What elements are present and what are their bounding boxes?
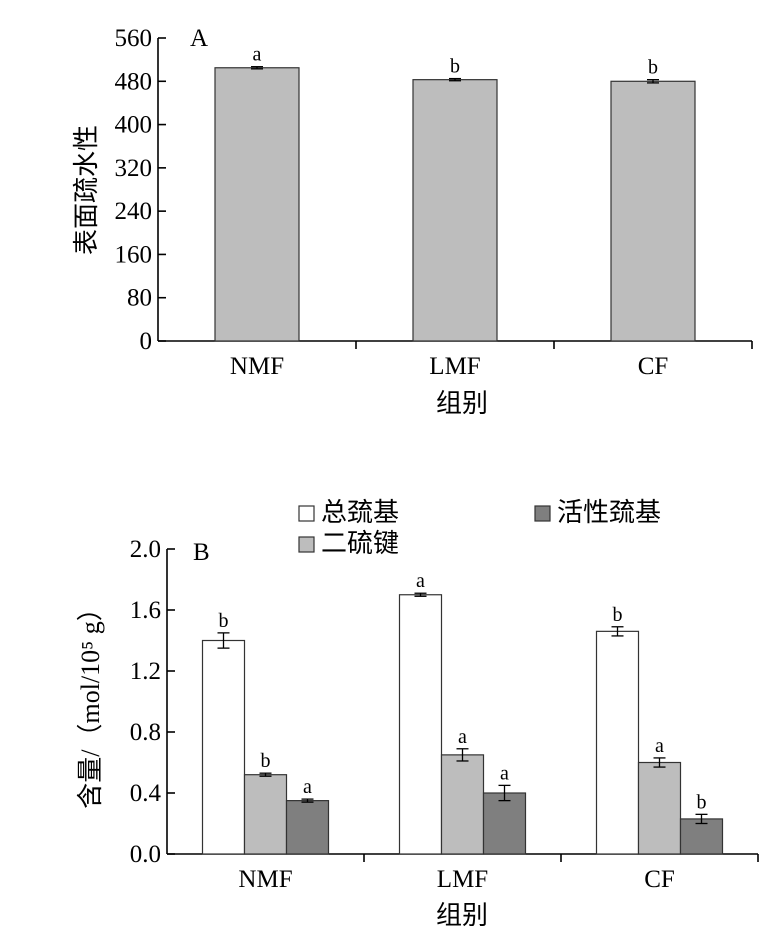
panel-a-category-label: CF [638, 353, 669, 380]
panel-a-bar [214, 67, 300, 342]
legend-swatch [534, 505, 551, 522]
panel-b-significance-label: a [458, 726, 467, 748]
panel-a-y-tick-label: 320 [115, 155, 153, 182]
panel-b-bar [679, 818, 724, 855]
legend-swatch [298, 505, 315, 522]
panel-b-significance-label: b [697, 791, 707, 813]
panel-b-marks: 0.0 0.4 0.8 1.2 1.6 2.0 NMF b b a LMF a a a CF b a b [130, 536, 759, 893]
panel-a-y-tick-label: 240 [115, 198, 153, 225]
panel-b-y-tick-label: 0.8 [130, 719, 161, 746]
panel-a-y-axis-title: 表面疏水性 [72, 125, 101, 255]
panel-b-bar [201, 639, 246, 855]
panel-a-bar [610, 80, 696, 342]
panel-b-bar [595, 630, 640, 855]
panel-b-significance-label: b [613, 604, 623, 626]
panel-b-bar [243, 774, 288, 855]
panel-b-significance-label: a [655, 735, 664, 757]
panel-b-bar [440, 754, 485, 855]
panel-b-y-tick-label: 2.0 [130, 536, 161, 563]
panel-b-bar [482, 792, 527, 855]
panel-b-significance-label: a [303, 776, 312, 798]
panel-b-y-tick-label: 0.4 [130, 780, 162, 807]
panel-a-significance-label: b [648, 57, 658, 79]
panel-b-significance-label: a [416, 570, 425, 592]
panel-b-y-tick-label: 1.6 [130, 597, 161, 624]
legend-swatch [298, 536, 315, 553]
panel-a-category-label: NMF [230, 353, 284, 380]
panel-b-label: B [193, 539, 210, 566]
panel-a-y-tick-label: 400 [115, 112, 153, 139]
panel-a-label: A [190, 25, 208, 52]
panel-a-y-tick-label: 80 [127, 285, 152, 312]
panel-a-marks: 0 80 160 240 320 400 480 560 NMF a LMF b CF b [115, 25, 753, 380]
panel-a-y-tick-label: 160 [115, 241, 153, 268]
legend-label: 活性巯基 [557, 498, 661, 527]
panel-b-y-tick-label: 1.2 [130, 658, 161, 685]
panel-b-y-tick-label: 0.0 [130, 841, 161, 868]
panel-a-x-axis-title: 组别 [436, 389, 488, 418]
panel-b-category-label: NMF [238, 866, 292, 893]
panel-a-category-label: LMF [429, 353, 480, 380]
panel-b-significance-label: b [261, 750, 271, 772]
panel-b-y-axis-title: 含量/（mol/10⁵ g） [76, 595, 105, 808]
panel-b-bar [637, 761, 682, 855]
panel-a-significance-label: b [450, 56, 460, 78]
panel-b-x-axis-title: 组别 [436, 901, 488, 930]
panel-a-significance-label: a [253, 44, 262, 66]
panel-a-bar [412, 79, 498, 342]
panel-b-category-label: LMF [437, 866, 488, 893]
panel-b-bar [398, 594, 443, 855]
panel-b-category-label: CF [644, 866, 675, 893]
legend-label: 总巯基 [321, 498, 399, 527]
panel-a-y-tick-label: 0 [140, 328, 153, 355]
panel-b-significance-label: b [219, 610, 229, 632]
panel-a-bar-chart: A 0 80 160 240 320 400 480 560 NMF a LMF b CF b 表面疏水性… [72, 25, 753, 418]
panel-a-y-tick-label: 480 [115, 68, 153, 95]
legend-label: 二硫键 [321, 529, 399, 558]
panel-b-bar [285, 800, 330, 855]
panel-b-significance-label: a [500, 762, 509, 784]
panel-a-y-tick-label: 560 [115, 25, 153, 52]
